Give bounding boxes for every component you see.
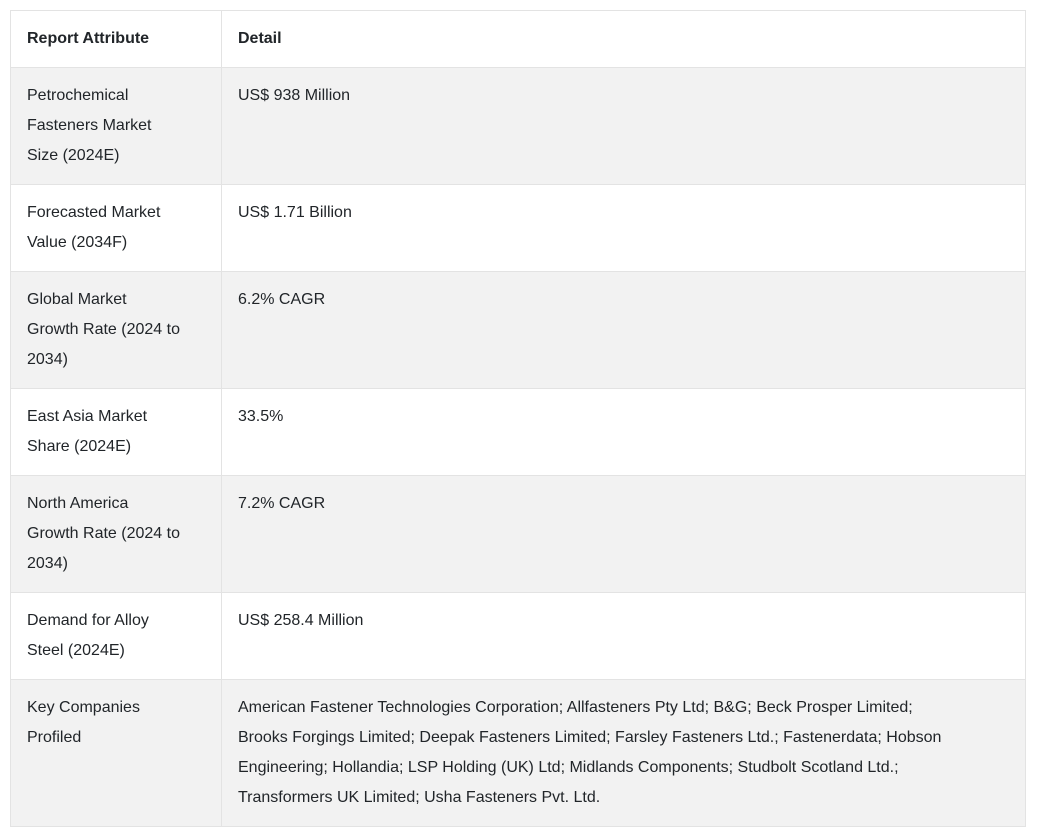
table-row-market-size: Petrochemical Fasteners Market Size (202… — [10, 67, 1026, 185]
detail-value: US$ 258.4 Million — [238, 612, 364, 629]
detail-cell: US$ 938 Million — [221, 67, 1026, 185]
attribute-cell: East Asia Market Share (2024E) — [10, 388, 222, 476]
detail-cell: 7.2% CAGR — [221, 475, 1026, 593]
attribute-cell: Petrochemical Fasteners Market Size (202… — [10, 67, 222, 185]
attribute-cell: Global Market Growth Rate (2024 to 2034) — [10, 271, 222, 389]
header-row: Report Attribute Detail — [10, 10, 1026, 68]
attribute-cell: Demand for Alloy Steel (2024E) — [10, 592, 222, 680]
attribute-cell: North America Growth Rate (2024 to 2034) — [10, 475, 222, 593]
detail-cell: US$ 1.71 Billion — [221, 184, 1026, 272]
detail-value: US$ 938 Million — [238, 87, 351, 104]
column-header-label: Detail — [238, 30, 282, 47]
attribute-label: North America Growth Rate (2024 to 2034) — [27, 495, 180, 572]
attribute-cell: Key Companies Profiled — [10, 679, 222, 827]
report-summary-table: Report Attribute Detail Petrochemical Fa… — [10, 10, 1026, 827]
detail-cell: 33.5% — [221, 388, 1026, 476]
table-row-global-growth-rate: Global Market Growth Rate (2024 to 2034)… — [10, 271, 1026, 389]
detail-cell: American Fastener Technologies Corporati… — [221, 679, 1026, 827]
detail-value: American Fastener Technologies Corporati… — [238, 699, 942, 806]
attribute-label: Petrochemical Fasteners Market Size (202… — [27, 87, 152, 164]
detail-cell: 6.2% CAGR — [221, 271, 1026, 389]
detail-value: 7.2% CAGR — [238, 495, 326, 512]
column-header-label: Report Attribute — [27, 30, 150, 47]
attribute-label: East Asia Market Share (2024E) — [27, 408, 148, 455]
detail-value: 6.2% CAGR — [238, 291, 326, 308]
detail-value: US$ 1.71 Billion — [238, 204, 352, 221]
detail-value: 33.5% — [238, 408, 284, 425]
column-header-detail: Detail — [221, 10, 1026, 68]
column-header-report-attribute: Report Attribute — [10, 10, 222, 68]
table-row-alloy-steel-demand: Demand for Alloy Steel (2024E) US$ 258.4… — [10, 592, 1026, 680]
table-row-key-companies: Key Companies Profiled American Fastener… — [10, 679, 1026, 827]
attribute-label: Key Companies Profiled — [27, 699, 140, 746]
attribute-label: Demand for Alloy Steel (2024E) — [27, 612, 149, 659]
table-row-forecasted-value: Forecasted Market Value (2034F) US$ 1.71… — [10, 184, 1026, 272]
table-row-north-america-growth: North America Growth Rate (2024 to 2034)… — [10, 475, 1026, 593]
attribute-label: Global Market Growth Rate (2024 to 2034) — [27, 291, 180, 368]
detail-cell: US$ 258.4 Million — [221, 592, 1026, 680]
table-row-east-asia-share: East Asia Market Share (2024E) 33.5% — [10, 388, 1026, 476]
attribute-label: Forecasted Market Value (2034F) — [27, 204, 161, 251]
attribute-cell: Forecasted Market Value (2034F) — [10, 184, 222, 272]
